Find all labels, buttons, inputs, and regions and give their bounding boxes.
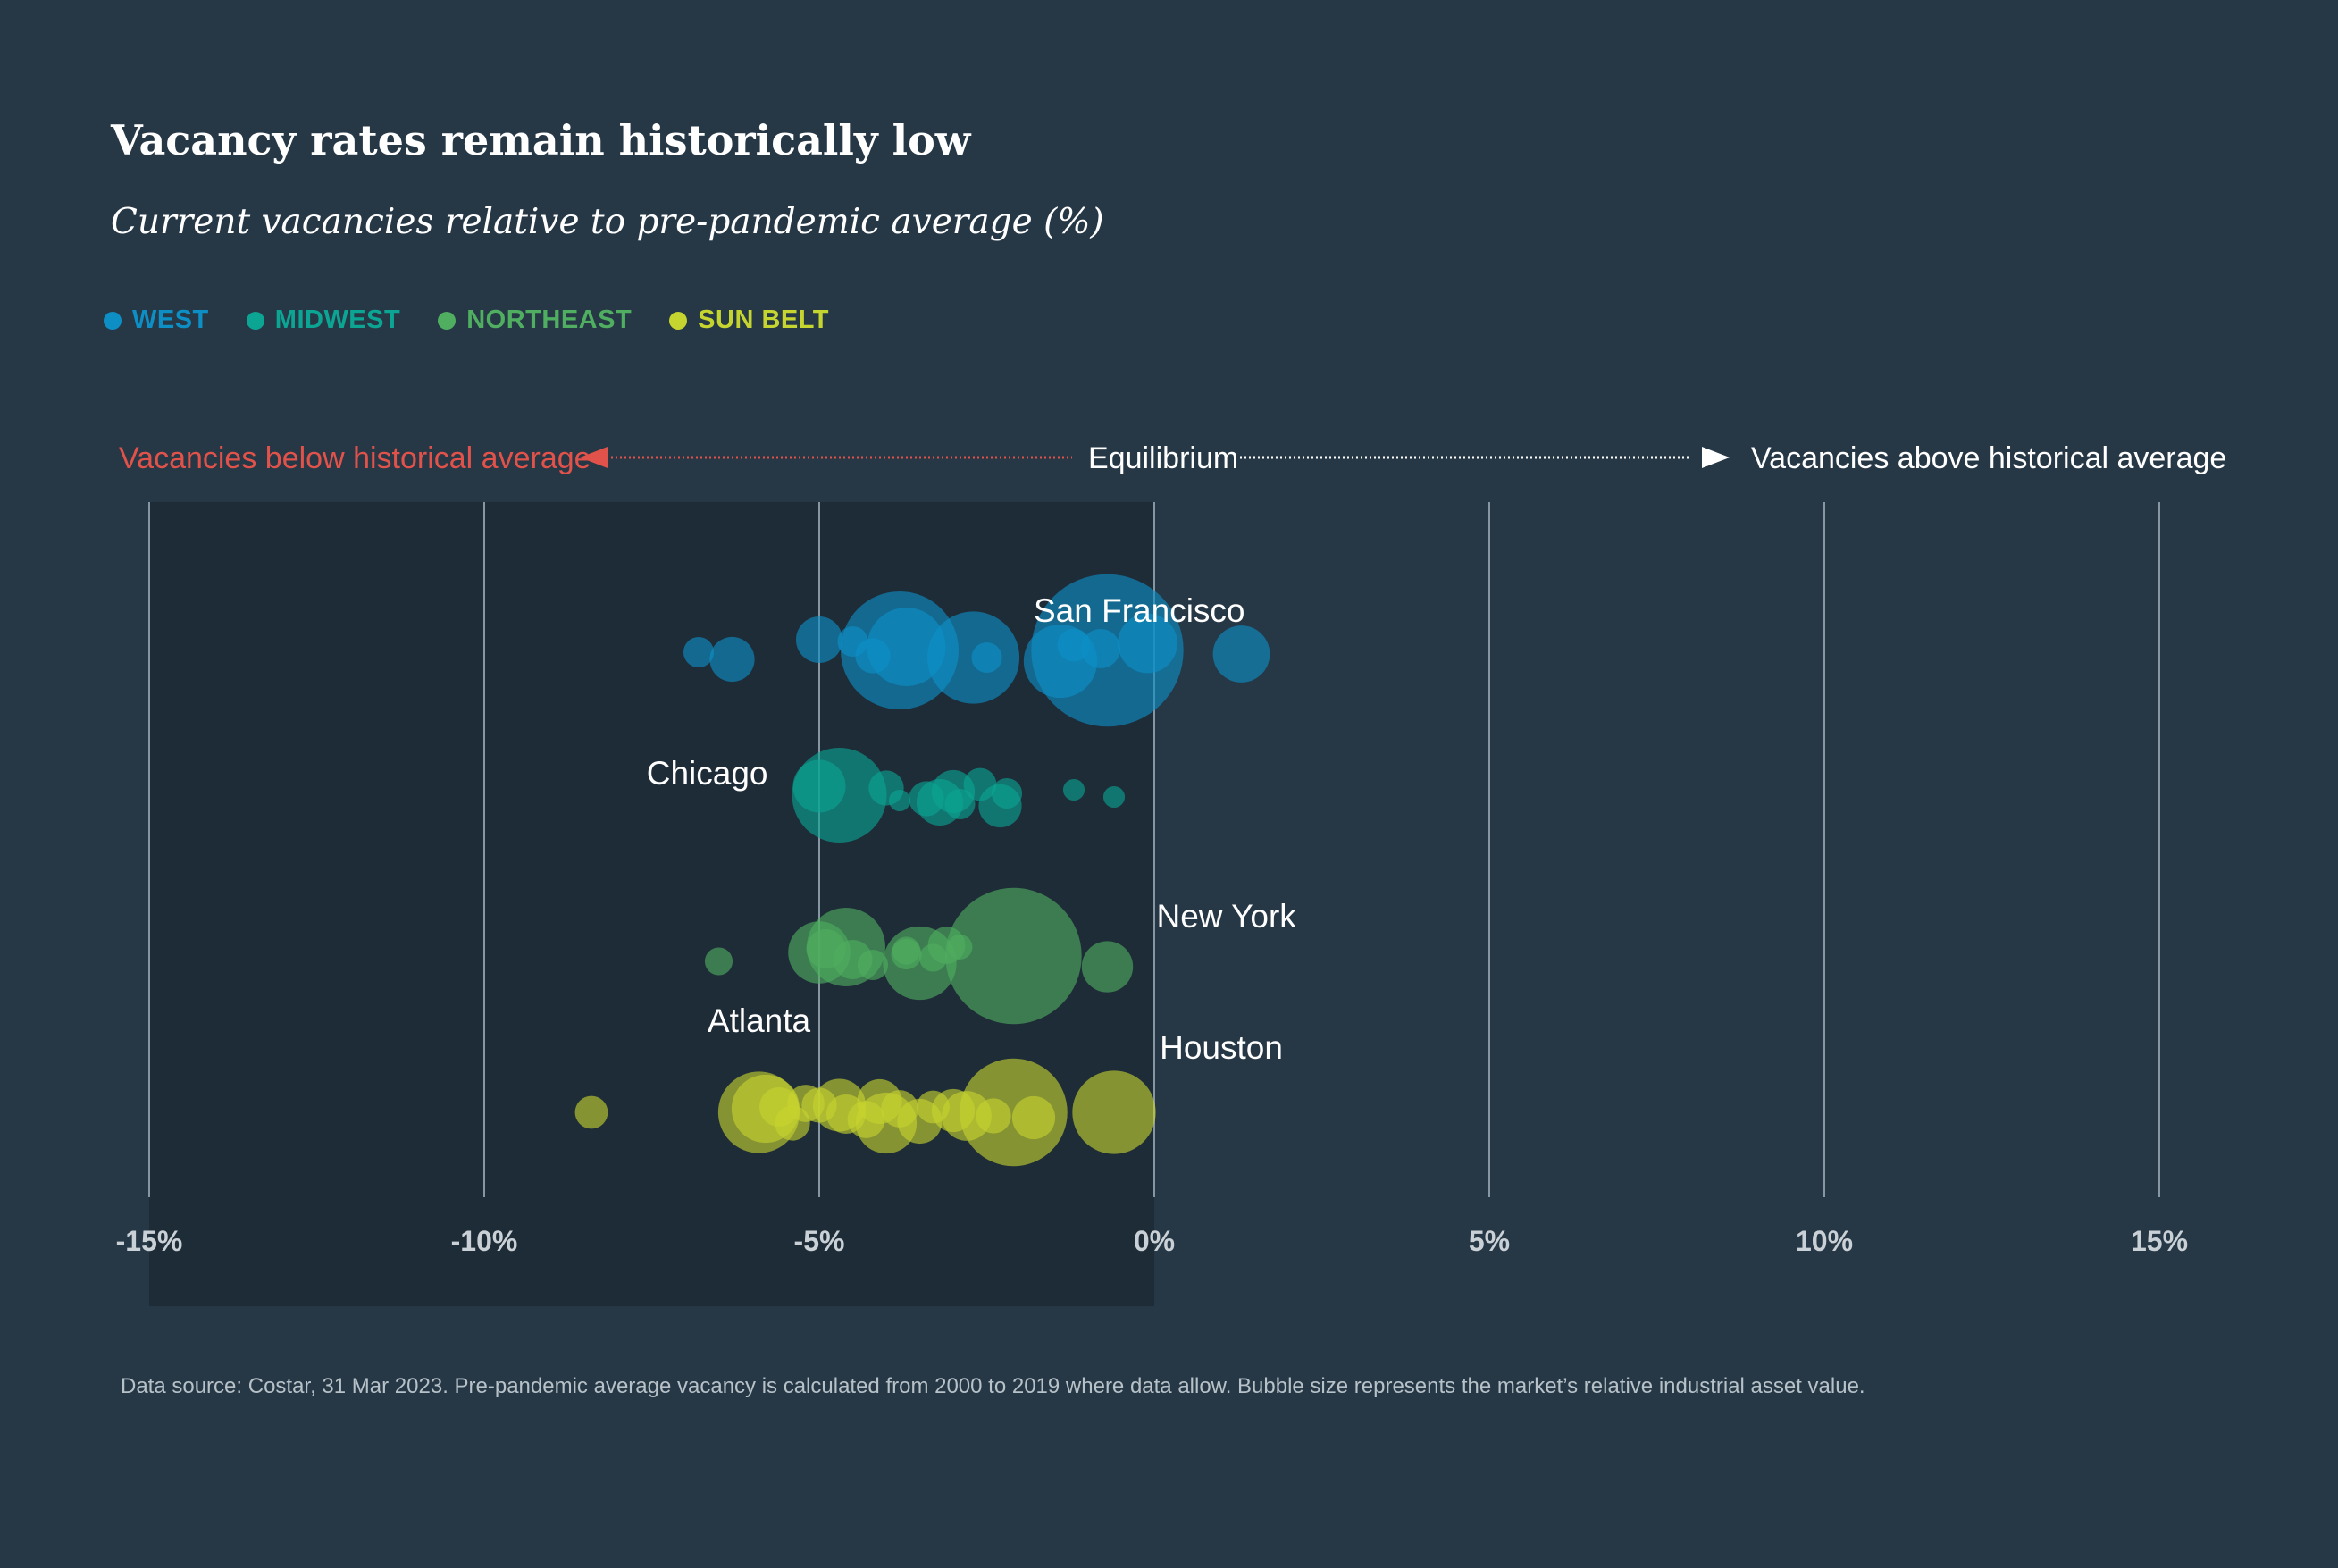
- bubble-northeast: [892, 936, 921, 965]
- legend-dot-sunbelt-icon: [669, 311, 688, 330]
- city-labels: San Francisco Chicago New York Atlanta Houst…: [647, 592, 1297, 1066]
- bubble-west: [683, 636, 715, 668]
- bubble-sun-belt: [917, 1090, 950, 1124]
- legend-item-sunbelt: SUN BELT: [669, 306, 829, 335]
- direction-annotations: Vacancies below historical average Equil…: [119, 441, 2226, 475]
- bubble-midwest: [944, 788, 976, 820]
- chart-subtitle: Current vacancies relative to pre-pandem…: [111, 202, 1104, 242]
- bubble-west: [837, 625, 868, 658]
- footnote: Data source: Costar, 31 Mar 2023. Pre-pa…: [121, 1374, 1865, 1398]
- bubble-sun-belt: [1072, 1070, 1156, 1154]
- arrow-right-icon: [1702, 447, 1730, 468]
- bubble-northeast: [704, 947, 733, 976]
- legend-item-midwest: MIDWEST: [246, 306, 401, 335]
- bubble-sun-belt: [881, 1090, 918, 1128]
- bubble-northeast: [918, 943, 948, 972]
- bubble-midwest: [888, 789, 911, 812]
- bubble-sun-belt: [574, 1095, 608, 1129]
- legend-label: WEST: [132, 306, 209, 334]
- annotation-above-label: Vacancies above historical average: [1751, 441, 2226, 475]
- bubble-northeast: [945, 887, 1082, 1025]
- bubble-sun-belt: [976, 1098, 1011, 1134]
- bubble-midwest: [909, 781, 944, 817]
- bubble-west: [1212, 625, 1270, 683]
- bubble-sun-belt: [775, 1105, 810, 1141]
- annotation-below-label: Vacancies below historical average: [119, 441, 591, 475]
- city-label: Atlanta: [708, 1002, 811, 1039]
- city-label: San Francisco: [1034, 592, 1245, 629]
- bubble-west: [971, 641, 1002, 674]
- bubble-northeast: [857, 949, 889, 981]
- x-tick-label: -5%: [794, 1225, 845, 1257]
- bubble-sun-belt: [801, 1087, 837, 1123]
- city-label: Houston: [1160, 1029, 1283, 1066]
- x-tick-label: 10%: [1796, 1225, 1853, 1257]
- legend-label: SUN BELT: [698, 306, 830, 334]
- bubble-northeast: [947, 935, 973, 960]
- annotation-equilibrium-label: Equilibrium: [1088, 441, 1238, 475]
- bubble-west: [1118, 613, 1177, 674]
- bubble-west: [709, 636, 755, 683]
- x-tick-label: -10%: [451, 1225, 518, 1257]
- legend: WEST MIDWEST NORTHEAST SUN BELT: [104, 306, 829, 335]
- bubble-midwest: [1062, 778, 1085, 801]
- x-tick-label: 5%: [1469, 1225, 1510, 1257]
- bubble-west: [1057, 628, 1091, 662]
- x-tick-label: 0%: [1134, 1225, 1175, 1257]
- legend-item-west: WEST: [104, 306, 209, 335]
- legend-dot-midwest-icon: [246, 311, 264, 330]
- x-tick-label: -15%: [116, 1225, 183, 1257]
- bubble-west: [795, 616, 843, 664]
- bubble-midwest: [792, 759, 846, 813]
- legend-label: NORTHEAST: [466, 306, 633, 334]
- x-tick-label: 15%: [2131, 1225, 2188, 1257]
- bubble-midwest: [963, 767, 997, 801]
- x-axis-ticks: -15% -10% -5% 0% 5% 10% 15%: [116, 1225, 2188, 1257]
- legend-label: MIDWEST: [274, 306, 401, 334]
- bubble-sun-belt: [1011, 1095, 1056, 1140]
- bubble-midwest: [1102, 785, 1126, 809]
- legend-dot-west-icon: [104, 311, 122, 330]
- legend-dot-northeast-icon: [438, 311, 457, 330]
- legend-item-northeast: NORTHEAST: [438, 306, 632, 335]
- chart-title: Vacancy rates remain historically low: [111, 116, 971, 164]
- bubble-sun-belt: [847, 1101, 885, 1138]
- arrow-left-icon: [580, 447, 608, 468]
- bubbles: [574, 574, 1270, 1167]
- city-label: New York: [1157, 898, 1297, 935]
- city-label: Chicago: [647, 755, 768, 792]
- gridlines: [148, 502, 2160, 1197]
- bubble-west: [1081, 629, 1120, 668]
- bubble-midwest: [991, 777, 1023, 809]
- bubble-northeast: [1081, 941, 1134, 993]
